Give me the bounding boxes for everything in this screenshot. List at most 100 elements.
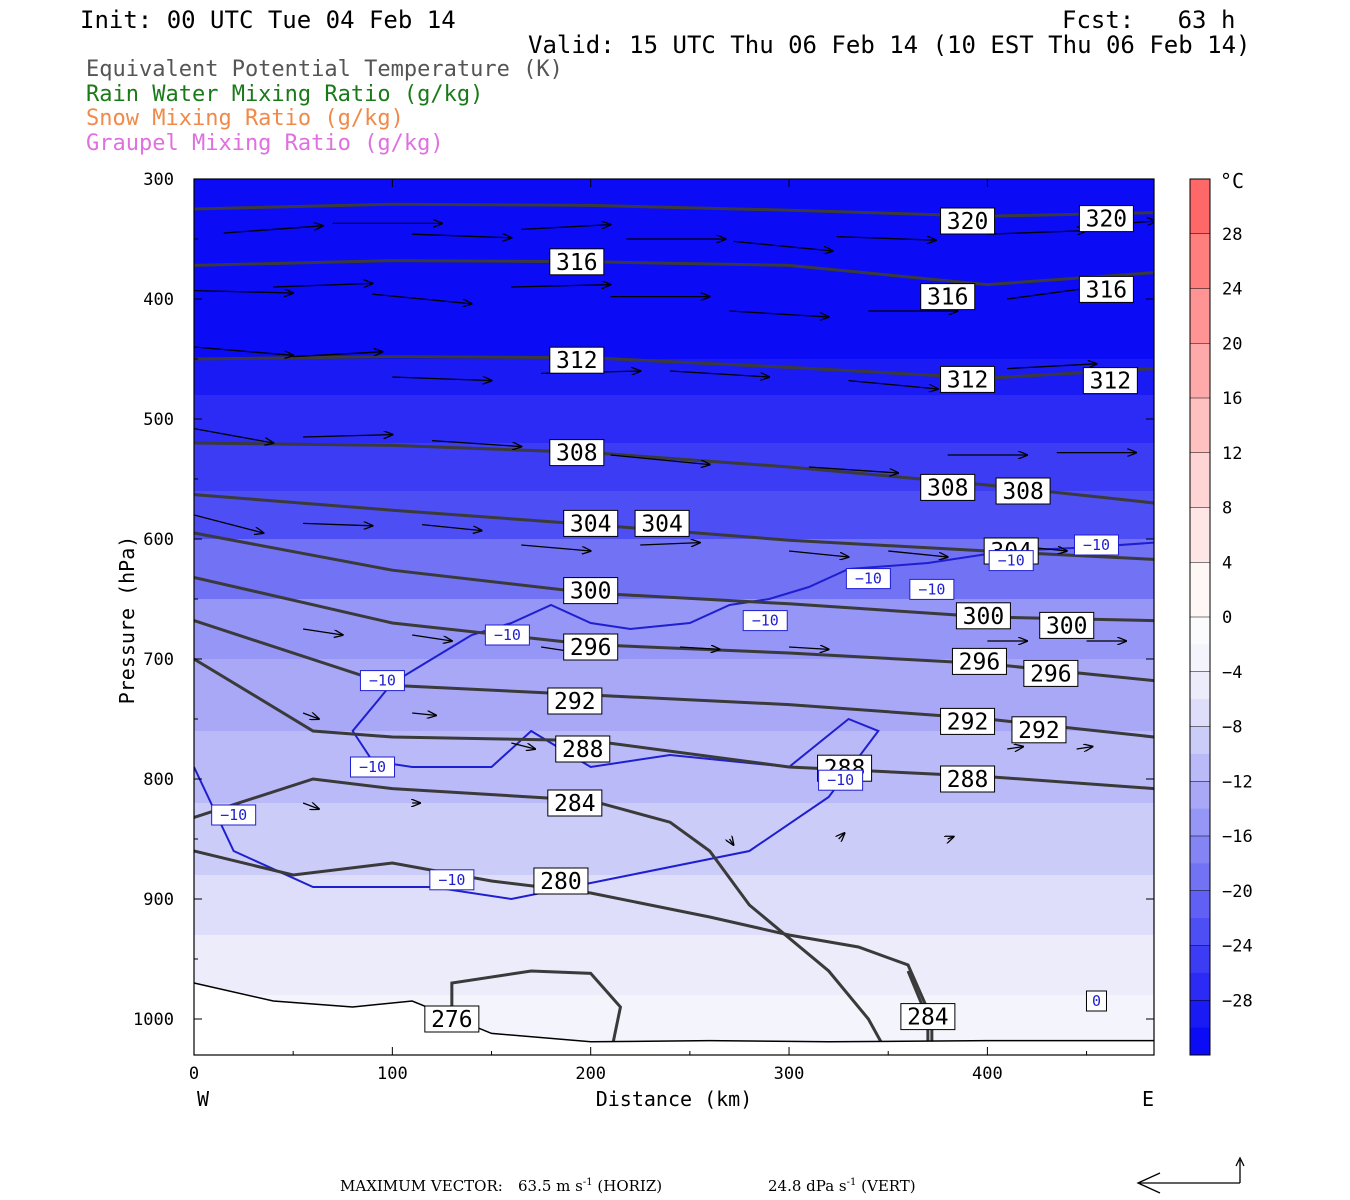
contour-label: 0 bbox=[1085, 990, 1107, 1012]
contour-label-box bbox=[845, 568, 891, 590]
y-tick-label: 400 bbox=[143, 290, 174, 310]
contour-label-text: −10 bbox=[998, 552, 1025, 570]
contour-label-text: −10 bbox=[369, 672, 396, 690]
contour-label-text: 284 bbox=[554, 791, 596, 817]
contour-label-text: 320 bbox=[1086, 207, 1128, 233]
colorbar-tick-label: −8 bbox=[1222, 718, 1242, 738]
contour-label-box bbox=[940, 207, 996, 235]
contour-label: −10 bbox=[742, 610, 788, 632]
contour-label-text: 300 bbox=[570, 579, 612, 605]
contour-label-text: 308 bbox=[1002, 479, 1044, 505]
wind-vector bbox=[511, 742, 535, 749]
contour-label: 288 bbox=[555, 735, 611, 763]
wind-vector bbox=[372, 293, 472, 304]
contour-label-box bbox=[951, 647, 1007, 675]
contour-label-text: −10 bbox=[827, 771, 854, 789]
contour-label-text: 308 bbox=[927, 475, 969, 501]
colorbar-segment bbox=[1190, 589, 1210, 618]
colorbar-segment bbox=[1190, 452, 1210, 481]
minus-10-isotherm bbox=[194, 541, 1154, 901]
contour-label-text: −10 bbox=[1083, 536, 1110, 554]
contour-label-box bbox=[1078, 275, 1134, 303]
contour-label: 308 bbox=[549, 439, 605, 467]
theta-e-contour-284 bbox=[194, 777, 890, 1055]
contour-label-text: −10 bbox=[918, 580, 945, 598]
theta-e-contour-300 bbox=[194, 531, 1154, 623]
vert-exponent: -1 bbox=[846, 1177, 857, 1188]
contour-label: 296 bbox=[563, 633, 619, 661]
temperature-band bbox=[194, 311, 1154, 360]
contour-label-box bbox=[634, 509, 690, 537]
vert-value: 24.8 dPa s bbox=[768, 1177, 847, 1195]
wind-vector bbox=[223, 226, 323, 234]
wind-vector bbox=[194, 346, 293, 355]
field-label-rain: Rain Water Mixing Ratio (g/kg) bbox=[86, 82, 484, 107]
contour-label: −10 bbox=[484, 624, 530, 646]
contour-label-text: 296 bbox=[570, 635, 612, 661]
x-tick-label: 0 bbox=[189, 1064, 199, 1084]
contour-label-box bbox=[940, 365, 996, 393]
wind-vector bbox=[412, 634, 452, 641]
contour-label-text: 292 bbox=[554, 689, 596, 715]
forecast-hour-label: Fcst: 63 h bbox=[1062, 6, 1236, 34]
colorbar-tick-label: −4 bbox=[1222, 663, 1242, 683]
wind-vector bbox=[303, 523, 372, 525]
colorbar-segment bbox=[1190, 726, 1210, 755]
contour-label-box bbox=[988, 550, 1034, 572]
contour-label-box bbox=[549, 439, 605, 467]
plot-frame bbox=[193, 178, 1155, 1056]
colorbar-segment bbox=[1190, 425, 1210, 454]
contour-label: 300 bbox=[563, 577, 619, 605]
contour-label: 292 bbox=[547, 687, 603, 715]
wind-vector bbox=[194, 514, 263, 533]
colorbar-segment bbox=[1190, 370, 1210, 399]
wind-vector bbox=[194, 427, 273, 443]
colorbar-tick-label: −20 bbox=[1222, 882, 1253, 902]
x-tick-label: 100 bbox=[377, 1064, 408, 1084]
y-tick-label: 300 bbox=[143, 170, 174, 190]
contour-label-box bbox=[549, 248, 605, 276]
contour-label: 276 bbox=[424, 1005, 480, 1033]
contour-label-box bbox=[920, 473, 976, 501]
contour-label-text: 312 bbox=[1090, 369, 1132, 395]
theta-e-contour-296 bbox=[194, 575, 1154, 683]
horiz-value: 63.5 m s bbox=[518, 1177, 583, 1195]
contour-label-box bbox=[940, 765, 996, 793]
contour-label: 284 bbox=[900, 1003, 956, 1031]
wind-vector bbox=[521, 544, 590, 551]
contour-label-text: 296 bbox=[959, 649, 1001, 675]
temperature-band bbox=[194, 443, 1154, 492]
contour-label: −10 bbox=[988, 550, 1034, 572]
contour-label-box bbox=[424, 1005, 480, 1033]
wind-vector bbox=[302, 628, 343, 635]
contour-label: 312 bbox=[940, 365, 996, 393]
contour-label-text: 312 bbox=[947, 367, 989, 393]
contour-label: 280 bbox=[533, 867, 589, 895]
contour-label: 292 bbox=[1011, 716, 1067, 744]
wind-vector bbox=[412, 713, 436, 715]
contour-label: 316 bbox=[1078, 275, 1134, 303]
contour-label: 296 bbox=[1023, 659, 1079, 687]
contour-label: −10 bbox=[350, 756, 396, 778]
contour-label: −10 bbox=[359, 670, 405, 692]
x-axis-label: Distance (km) bbox=[596, 1087, 753, 1111]
wind-vector bbox=[669, 370, 769, 377]
contour-label: 320 bbox=[1078, 205, 1134, 233]
contour-label-box bbox=[1078, 205, 1134, 233]
contour-label-box bbox=[547, 789, 603, 817]
colorbar-segment bbox=[1190, 343, 1210, 372]
field-label-snow: Snow Mixing Ratio (g/kg) bbox=[86, 106, 404, 131]
colorbar-segment bbox=[1190, 836, 1210, 864]
contour-label-box bbox=[563, 577, 619, 605]
colorbar-segment bbox=[1190, 233, 1210, 262]
max-vector-horiz: 63.5 m s-1 (HORIZ) bbox=[518, 1177, 662, 1195]
contour-label-box bbox=[484, 624, 530, 646]
valid-time-label: Valid: 15 UTC Thu 06 Feb 14 (10 EST Thu … bbox=[528, 31, 1251, 59]
x-tick-label: 300 bbox=[774, 1064, 805, 1084]
wind-vector bbox=[789, 647, 829, 649]
colorbar-segment bbox=[1190, 617, 1210, 645]
wind-vector bbox=[302, 803, 319, 809]
contour-label: 316 bbox=[549, 248, 605, 276]
wind-vector bbox=[679, 647, 720, 649]
